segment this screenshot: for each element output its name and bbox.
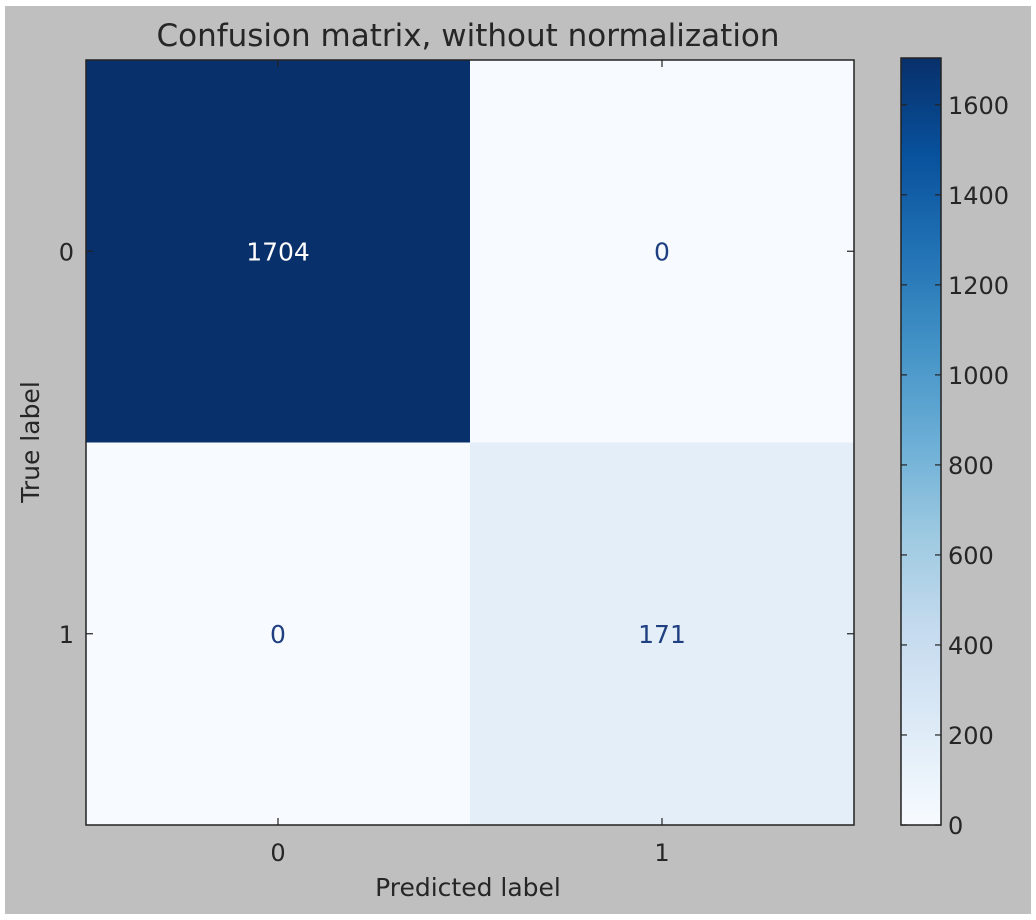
cell-value-label: 1704 — [246, 237, 310, 266]
colorbar-tick-label: 1000 — [948, 362, 1009, 390]
cell-value-label: 171 — [638, 620, 686, 649]
figure-background: Confusion matrix, without normalization … — [5, 6, 1031, 914]
colorbar-tick-label: 600 — [948, 542, 994, 570]
colorbar-tick-label: 1600 — [948, 92, 1009, 120]
matrix-cell — [86, 442, 471, 826]
confusion-matrix-chart: Confusion matrix, without normalization … — [16, 18, 1009, 902]
x-tick-label: 0 — [270, 839, 285, 867]
cell-value-label: 0 — [270, 620, 286, 649]
x-tick-label: 1 — [654, 839, 669, 867]
y-axis-label: True label — [16, 381, 45, 504]
y-tick-label: 0 — [59, 238, 74, 266]
y-tick-label: 1 — [59, 621, 74, 649]
colorbar-tick-label: 1400 — [948, 182, 1009, 210]
cell-value-label: 0 — [654, 237, 670, 266]
colorbar-tick-label: 400 — [948, 632, 994, 660]
matrix-cell — [470, 60, 855, 443]
colorbar — [900, 57, 942, 826]
colorbar-tick-label: 0 — [948, 812, 963, 840]
x-axis-label: Predicted label — [375, 873, 561, 902]
colorbar-tick-label: 200 — [948, 722, 994, 750]
matrix-cell — [86, 60, 471, 443]
matrix-cell — [470, 442, 855, 826]
colorbar-tick-label: 1200 — [948, 272, 1009, 300]
plot-frame — [85, 59, 855, 826]
colorbar-tick-label: 800 — [948, 452, 994, 480]
chart-title: Confusion matrix, without normalization — [156, 18, 779, 54]
